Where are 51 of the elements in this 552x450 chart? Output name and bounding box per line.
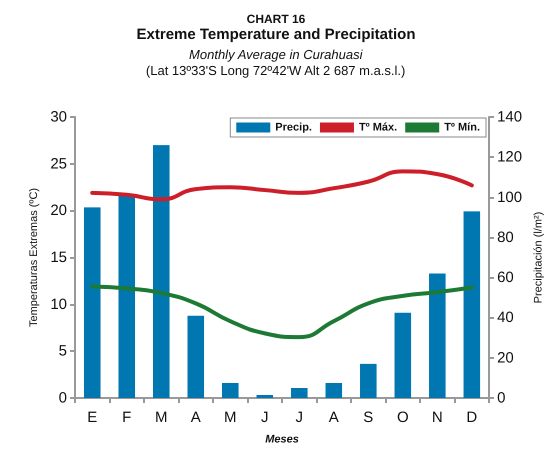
legend-label: Precip.: [275, 122, 312, 134]
line-series: [90, 169, 474, 202]
y2-tick-label: 0: [497, 390, 506, 406]
bar: [360, 364, 377, 398]
x-tick-label: M: [224, 409, 237, 426]
bar: [464, 211, 480, 398]
x-tick-label: J: [296, 409, 304, 426]
y2-tick-label: 40: [497, 309, 514, 326]
bar: [118, 195, 136, 398]
line-series: [90, 284, 474, 340]
bar: [429, 274, 446, 398]
y-tick-label: 15: [50, 249, 67, 266]
y2-tick-label: 60: [497, 269, 514, 286]
text: (Lat 13º33'S Long 72º42'W Alt 2 687 m.a.s.l.): [146, 63, 406, 78]
x-tick-label: J: [261, 409, 269, 426]
bar: [326, 382, 342, 398]
x-tick-label: M: [155, 409, 168, 426]
x-tick-label: N: [432, 409, 443, 426]
bar: [291, 388, 308, 398]
bar: [394, 312, 412, 398]
y2-axis-title: Precipitación (l/m²): [532, 212, 544, 304]
x-axis-title: Meses: [265, 434, 299, 446]
bar: [84, 207, 101, 398]
y-tick-label: 20: [50, 202, 67, 220]
y2-tick-label: 80: [497, 228, 514, 246]
y-tick-label: 10: [50, 296, 67, 313]
y2-tick-label: 120: [497, 148, 522, 166]
bar: [152, 145, 170, 398]
x-tick-label: F: [122, 409, 132, 426]
y2-tick-label: 20: [497, 349, 514, 366]
text: Monthly Average in Curahuasi: [189, 47, 364, 62]
chart-subtitle: Extreme Temperature and Precipitation: [136, 26, 416, 43]
legend-label: Tº Mín.: [444, 122, 480, 134]
x-tick-label: O: [396, 409, 409, 426]
bar: [222, 382, 239, 398]
y-axis-title: Temperaturas Extremas (ºC): [28, 188, 40, 328]
y-tick-label: 30: [50, 108, 67, 126]
y2-tick-label: 140: [497, 108, 522, 126]
x-tick-label: A: [190, 409, 201, 426]
x-tick-label: S: [363, 409, 374, 426]
legend-label: Tº Máx.: [358, 122, 398, 134]
x-tick-label: A: [328, 409, 339, 426]
bar: [187, 316, 204, 398]
bar: [256, 394, 274, 398]
y-tick-label: 0: [58, 390, 67, 406]
y-tick-label: 5: [58, 342, 67, 360]
x-tick-label: D: [466, 409, 478, 426]
y-tick-label: 25: [50, 155, 67, 172]
chart-title: CHART 16: [246, 12, 306, 26]
y2-tick-label: 100: [497, 188, 522, 206]
x-tick-label: E: [87, 409, 98, 426]
